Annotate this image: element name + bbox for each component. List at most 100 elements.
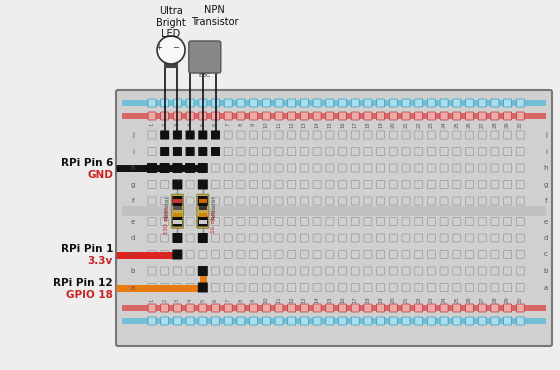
FancyBboxPatch shape [212, 234, 220, 242]
Text: EBC: EBC [199, 73, 211, 78]
FancyBboxPatch shape [313, 283, 321, 292]
Text: RPi Pin 6: RPi Pin 6 [60, 158, 113, 168]
FancyBboxPatch shape [186, 112, 194, 120]
FancyBboxPatch shape [161, 234, 169, 242]
FancyBboxPatch shape [174, 181, 181, 188]
FancyBboxPatch shape [313, 164, 321, 172]
FancyBboxPatch shape [116, 90, 552, 346]
FancyBboxPatch shape [161, 218, 169, 225]
FancyBboxPatch shape [338, 99, 347, 107]
FancyBboxPatch shape [427, 283, 436, 292]
FancyBboxPatch shape [174, 131, 181, 139]
FancyBboxPatch shape [275, 197, 283, 205]
Text: f: f [132, 198, 134, 204]
Bar [173, 213, 181, 217]
FancyBboxPatch shape [351, 267, 359, 275]
Text: 7: 7 [226, 298, 231, 302]
FancyBboxPatch shape [300, 148, 309, 155]
FancyBboxPatch shape [199, 304, 207, 312]
FancyBboxPatch shape [326, 250, 334, 259]
Text: 9: 9 [251, 298, 256, 302]
FancyBboxPatch shape [300, 250, 309, 259]
FancyBboxPatch shape [148, 99, 156, 107]
FancyBboxPatch shape [172, 216, 183, 226]
Text: 1: 1 [150, 298, 155, 302]
FancyBboxPatch shape [262, 283, 270, 292]
FancyBboxPatch shape [351, 181, 359, 188]
Text: 24: 24 [442, 121, 446, 128]
FancyBboxPatch shape [503, 304, 512, 312]
Bar [164, 60, 178, 68]
FancyBboxPatch shape [338, 218, 347, 225]
FancyBboxPatch shape [364, 234, 372, 242]
FancyBboxPatch shape [478, 112, 486, 120]
FancyBboxPatch shape [516, 164, 524, 172]
FancyBboxPatch shape [465, 99, 474, 107]
FancyBboxPatch shape [503, 218, 512, 225]
FancyBboxPatch shape [389, 131, 397, 139]
FancyBboxPatch shape [478, 234, 486, 242]
FancyBboxPatch shape [402, 197, 410, 205]
FancyBboxPatch shape [174, 283, 181, 292]
FancyBboxPatch shape [376, 164, 385, 172]
FancyBboxPatch shape [313, 218, 321, 225]
Text: 3: 3 [175, 298, 180, 302]
FancyBboxPatch shape [161, 304, 169, 312]
FancyBboxPatch shape [516, 283, 524, 292]
FancyBboxPatch shape [300, 181, 309, 188]
FancyBboxPatch shape [161, 317, 169, 325]
FancyBboxPatch shape [364, 283, 372, 292]
FancyBboxPatch shape [376, 267, 385, 275]
Text: g: g [544, 182, 548, 188]
FancyBboxPatch shape [338, 283, 347, 292]
Text: 11: 11 [277, 296, 282, 303]
Bar [122, 318, 546, 324]
Text: 17: 17 [353, 296, 358, 303]
Text: f: f [545, 198, 547, 204]
FancyBboxPatch shape [300, 317, 309, 325]
FancyBboxPatch shape [185, 147, 195, 156]
Text: Ultra
Bright
LED: Ultra Bright LED [156, 6, 186, 39]
Text: 21: 21 [404, 121, 408, 128]
FancyBboxPatch shape [161, 148, 169, 155]
Bar [122, 113, 546, 119]
Text: 8: 8 [239, 122, 244, 126]
FancyBboxPatch shape [288, 164, 296, 172]
Text: d: d [131, 235, 135, 241]
FancyBboxPatch shape [199, 112, 207, 120]
FancyBboxPatch shape [491, 234, 499, 242]
Text: 14: 14 [315, 296, 320, 303]
FancyBboxPatch shape [199, 283, 207, 292]
FancyBboxPatch shape [503, 267, 512, 275]
FancyBboxPatch shape [478, 164, 486, 172]
FancyBboxPatch shape [313, 131, 321, 139]
FancyBboxPatch shape [186, 197, 194, 205]
FancyBboxPatch shape [262, 164, 270, 172]
FancyBboxPatch shape [453, 283, 461, 292]
FancyBboxPatch shape [491, 112, 499, 120]
FancyBboxPatch shape [212, 304, 220, 312]
FancyBboxPatch shape [516, 234, 524, 242]
FancyBboxPatch shape [262, 131, 270, 139]
FancyBboxPatch shape [250, 218, 258, 225]
FancyBboxPatch shape [262, 250, 270, 259]
FancyBboxPatch shape [199, 197, 207, 205]
FancyBboxPatch shape [288, 112, 296, 120]
FancyBboxPatch shape [415, 131, 423, 139]
FancyBboxPatch shape [288, 283, 296, 292]
FancyBboxPatch shape [275, 112, 283, 120]
FancyBboxPatch shape [376, 234, 385, 242]
FancyBboxPatch shape [351, 112, 359, 120]
FancyBboxPatch shape [427, 99, 436, 107]
FancyBboxPatch shape [148, 317, 156, 325]
FancyBboxPatch shape [197, 194, 209, 228]
FancyBboxPatch shape [250, 304, 258, 312]
FancyBboxPatch shape [453, 197, 461, 205]
FancyBboxPatch shape [364, 250, 372, 259]
FancyBboxPatch shape [402, 317, 410, 325]
Text: 16: 16 [340, 296, 345, 303]
FancyBboxPatch shape [224, 181, 232, 188]
FancyBboxPatch shape [389, 283, 397, 292]
FancyBboxPatch shape [186, 304, 194, 312]
FancyBboxPatch shape [503, 250, 512, 259]
